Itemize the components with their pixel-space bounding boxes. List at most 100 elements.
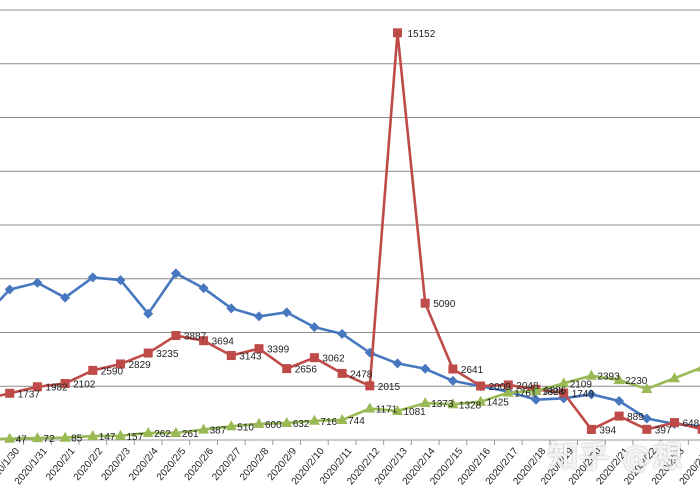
series-0-point [32,277,43,288]
series-2-point [4,432,16,443]
series-1-data-label: 1737 [18,389,41,400]
series-1-data-label: 5090 [433,299,456,310]
series-1-data-label: 394 [599,425,616,436]
series-2-point [59,431,71,442]
series-2-point [447,398,459,409]
series-1-point [143,348,153,358]
series-0-point [87,272,98,283]
series-2-data-label: 1328 [459,400,482,411]
series-1-data-label: 2009 [489,382,512,393]
series-1-point [199,336,209,346]
series-2-data-label: 1425 [487,398,510,409]
series-2-data-label: 157 [127,432,144,443]
series-1-point [282,364,292,374]
series-0-point [586,389,597,400]
series-1-point [642,424,652,434]
series-1-data-label: 3399 [267,345,290,356]
series-0-point [143,308,154,319]
series-1-data-label: 3694 [212,337,235,348]
series-1-data-label: 648 [683,419,700,430]
series-1-data-label: 2015 [378,382,401,393]
series-0-line [0,272,700,428]
series-1-point [171,331,181,341]
series-1-point [448,364,458,374]
series-2-point [669,372,680,383]
series-1-point [670,418,679,428]
series-1-point [116,359,125,369]
series-2-data-label: 387 [210,426,227,437]
series-2-point [502,386,514,397]
series-1-data-label: 2829 [129,360,152,371]
series-1-data-label: 889 [627,412,644,423]
series-1-point [614,411,624,421]
series-2-data-label: 600 [265,420,282,431]
series-2-point [87,430,99,441]
series-2-point [308,414,320,425]
series-1-point [476,381,486,391]
series-0-point [4,284,15,295]
series-2-point [613,374,625,385]
series-1-point [254,344,264,354]
series-1-data-label: 1886 [544,385,567,396]
series-1-point [5,388,15,398]
series-2-data-label: 262 [154,429,171,440]
series-2-data-label: 510 [237,422,254,433]
series-2-point [253,417,265,428]
series-1-data-label: 2048 [516,381,539,392]
series-2-point [31,432,43,443]
series-0-point [614,396,625,407]
series-2-point [225,420,237,431]
series-1-point [586,424,596,434]
series-0-point [309,322,320,333]
series-1-data-label: 3143 [239,352,262,363]
series-1-point [32,382,42,392]
series-2-point [641,382,653,393]
series-2-data-label: 261 [182,429,199,440]
series-1-data-label: 397 [655,425,672,436]
series-1-data-label: 1982 [45,383,68,394]
series-0-point [226,303,237,314]
series-0-point [531,394,541,405]
series-1-point [697,424,700,434]
series-1-point [559,388,569,398]
series-2-data-label: 2230 [625,376,648,387]
series-2-point [115,429,126,440]
series-2-data-label: 1761 [514,389,537,400]
series-2-point [198,423,210,434]
series-0-point [337,328,348,339]
series-1-point [420,298,430,308]
series-2-point [696,365,700,372]
series-1-data-label: 2590 [101,366,124,377]
series-2-point [142,426,154,437]
series-2-data-label: 632 [293,419,310,430]
series-2-point [530,384,542,395]
series-1-point [393,28,402,38]
series-1-point [309,353,319,363]
series-0-point [60,292,71,303]
series-0-point [170,268,181,279]
series-1-point [226,351,236,361]
series-2-point [392,404,403,415]
series-2-data-label: 72 [43,434,55,445]
series-0-point [641,413,652,424]
series-1-point [337,368,347,378]
series-2-data-label: 1171 [376,405,398,416]
series-1-data-label: 15152 [408,29,436,40]
series-1-data-label: 2102 [73,380,96,391]
series-1-data-label: 1749 [572,389,595,400]
series-2-point [585,369,597,380]
series-1-data-label: 3235 [156,349,179,360]
series-2-point [558,377,570,388]
series-1-data-label: 3062 [322,354,345,365]
series-2-data-label: 1081 [404,407,427,418]
series-2-data-label: 744 [348,416,365,427]
series-2-point [281,417,293,428]
series-2-data-label: 1824 [542,387,565,398]
series-2-data-label: 716 [320,417,337,428]
series-2-point [364,402,376,413]
series-0-point [254,311,264,322]
series-0-point [281,307,292,318]
series-2-point [336,414,348,425]
